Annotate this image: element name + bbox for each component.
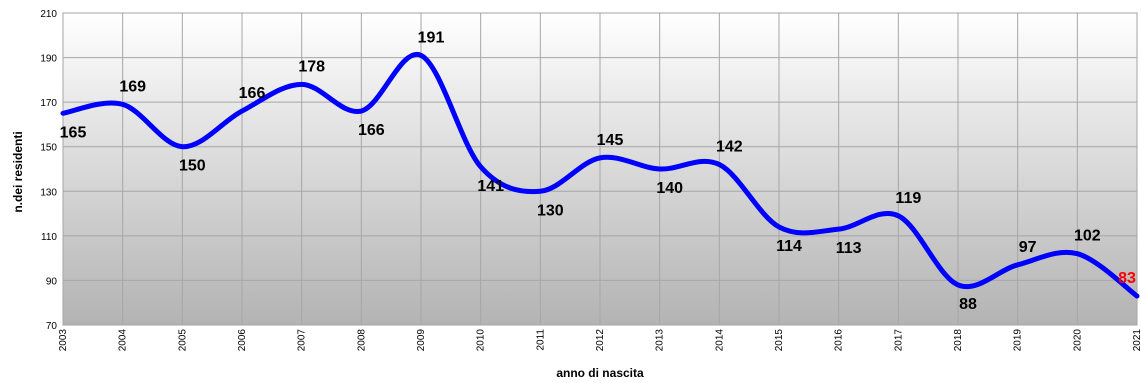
x-tick-label: 2014 — [714, 329, 725, 352]
y-axis-title: n.dei residenti — [11, 131, 25, 212]
data-label: 178 — [298, 58, 325, 75]
data-label: 113 — [836, 240, 862, 257]
x-tick-label: 2015 — [774, 329, 785, 352]
data-label: 88 — [959, 296, 977, 313]
data-label: 166 — [358, 122, 385, 139]
x-tick-label: 2010 — [476, 329, 487, 352]
x-tick-label: 2013 — [655, 329, 666, 352]
x-axis-title: anno di nascita — [556, 366, 644, 380]
y-axis-ticks: 70 90 110 130 150 170 190 210 — [40, 9, 57, 332]
x-tick-label: 2017 — [893, 329, 904, 352]
x-tick-label: 2003 — [58, 329, 69, 352]
x-tick-label: 2012 — [595, 329, 606, 352]
data-label: 102 — [1074, 228, 1101, 245]
data-label: 141 — [477, 178, 504, 195]
y-tick-label: 70 — [46, 321, 58, 332]
data-label: 145 — [597, 132, 624, 149]
data-label: 169 — [119, 78, 146, 95]
x-tick-label: 2007 — [297, 329, 308, 352]
x-tick-label: 2011 — [535, 329, 546, 351]
data-labels: 165 169 150 166 178 166 191 141 130 145 140 142 114 1… — [60, 29, 1136, 313]
x-tick-label: 2021 — [1132, 329, 1141, 352]
x-tick-label: 2019 — [1013, 329, 1024, 352]
x-tick-label: 2020 — [1072, 329, 1083, 352]
data-label: 191 — [418, 29, 445, 46]
data-label: 140 — [656, 180, 683, 197]
y-tick-label: 90 — [46, 276, 58, 287]
y-tick-label: 210 — [40, 9, 57, 20]
y-tick-label: 130 — [40, 187, 57, 198]
x-tick-label: 2005 — [177, 329, 188, 352]
y-tick-label: 110 — [41, 232, 57, 243]
data-label: 97 — [1019, 239, 1037, 256]
data-label: 114 — [776, 238, 802, 255]
data-label: 166 — [239, 85, 266, 102]
y-tick-label: 150 — [40, 143, 57, 154]
series-line — [60, 51, 1140, 299]
x-tick-label: 2016 — [834, 329, 845, 352]
x-axis-ticks: 2003 2004 2005 2006 2007 2008 2009 2010 2011 2012… — [58, 329, 1141, 352]
y-tick-label: 170 — [40, 98, 57, 109]
data-label: 142 — [716, 139, 743, 156]
y-tick-label: 190 — [40, 54, 57, 65]
data-label: 130 — [537, 202, 564, 219]
x-tick-label: 2009 — [416, 329, 427, 352]
data-label: 165 — [60, 124, 87, 141]
data-label: 83 — [1118, 270, 1136, 287]
x-tick-label: 2006 — [237, 329, 248, 352]
x-tick-label: 2018 — [953, 329, 964, 352]
data-label: 119 — [895, 190, 921, 207]
x-tick-label: 2008 — [356, 329, 367, 352]
data-label: 150 — [179, 158, 206, 175]
x-tick-label: 2004 — [118, 329, 129, 352]
